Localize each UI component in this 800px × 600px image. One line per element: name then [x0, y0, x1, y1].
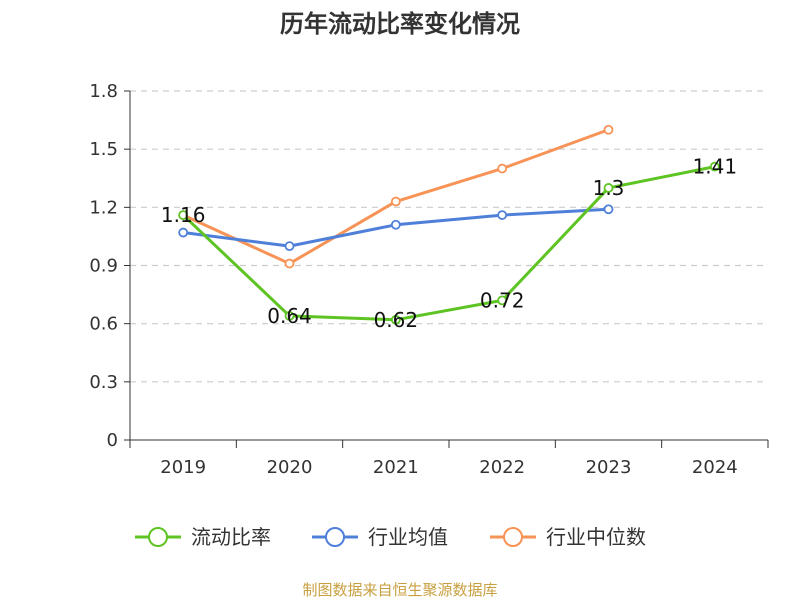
chart-title: 历年流动比率变化情况: [280, 10, 520, 38]
data-point: [390, 314, 401, 325]
x-tick-label: 2020: [267, 457, 313, 478]
y-tick-label: 1.8: [89, 81, 118, 102]
data-labels: 1.16 0.64 0.62 0.72 1.3 1.41: [161, 155, 737, 332]
x-tick-label: 2023: [586, 457, 632, 478]
legend-item[interactable]: 流动比率: [135, 525, 271, 549]
y-tick-label: 1.2: [89, 197, 118, 218]
data-point: [603, 124, 614, 135]
data-point: [390, 219, 401, 230]
legend-marker-icon: [148, 527, 168, 547]
data-point: [497, 163, 508, 174]
series-line: [182, 165, 716, 322]
legend-item[interactable]: 行业均值: [312, 525, 448, 549]
y-tick-label: 0: [107, 430, 118, 451]
y-tick-label: 1.5: [89, 139, 118, 160]
legend-marker-icon: [503, 527, 523, 547]
legend-label: 行业中位数: [546, 525, 646, 549]
legend-item[interactable]: 行业中位数: [490, 525, 646, 549]
data-point: [390, 196, 401, 207]
source-note: 制图数据来自恒生聚源数据库: [302, 581, 497, 599]
legend-marker-icon: [325, 527, 345, 547]
y-tick-label: 0.6: [89, 314, 118, 335]
data-point: [284, 258, 295, 269]
legend-label: 行业均值: [368, 525, 448, 549]
data-point: [178, 227, 189, 238]
data-point: [709, 161, 720, 172]
x-tick-label: 2024: [692, 457, 738, 478]
data-label: 1.41: [693, 155, 738, 179]
data-label: 0.72: [480, 288, 525, 312]
axes: 0 0.3 0.6 0.9 1.2 1.5 1.8 2019 2020 2021 2022 2023 2…: [89, 81, 769, 478]
data-point: [497, 210, 508, 220]
y-tick-label: 0.3: [89, 372, 118, 393]
data-label: 1.16: [161, 203, 206, 227]
data-label: 0.62: [374, 308, 419, 332]
legend[interactable]: 流动比率 行业均值 行业中位数: [135, 525, 646, 549]
x-tick-label: 2022: [479, 457, 525, 478]
series: [178, 124, 720, 325]
data-point: [497, 295, 508, 306]
data-point: [284, 241, 295, 252]
data-point: [178, 210, 189, 220]
data-point: [284, 311, 295, 321]
data-label: 1.3: [593, 176, 625, 200]
x-tick-label: 2021: [373, 457, 419, 478]
data-point: [603, 204, 614, 215]
y-tick-label: 0.9: [89, 256, 118, 277]
grid: [130, 90, 768, 383]
data-point: [603, 183, 614, 193]
legend-label: 流动比率: [191, 525, 271, 549]
data-label: 0.64: [267, 304, 312, 328]
x-tick-label: 2019: [160, 457, 206, 478]
